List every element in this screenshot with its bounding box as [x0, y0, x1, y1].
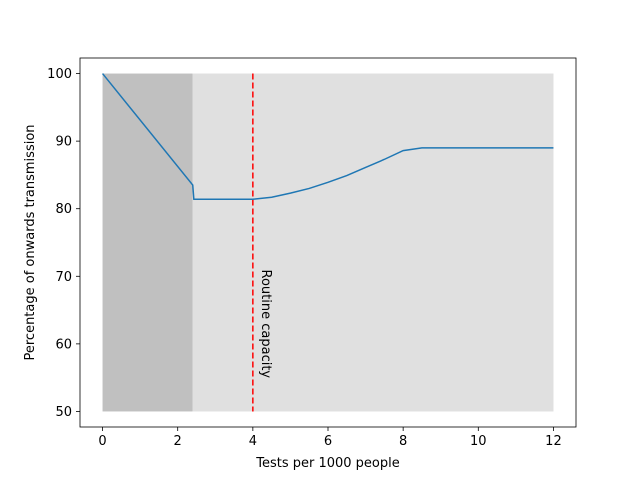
x-tick-label: 6	[324, 434, 332, 449]
y-tick-label: 90	[55, 135, 72, 150]
x-axis-label: Tests per 1000 people	[255, 456, 400, 471]
y-axis-label: Percentage of onwards transmission	[23, 124, 38, 360]
shaded-regions	[102, 73, 554, 412]
y-axis-ticks: 50 60 70 80 90 100	[47, 67, 80, 420]
light-shaded-region	[192, 73, 554, 412]
x-tick-label: 0	[98, 434, 106, 449]
x-tick-label: 2	[174, 434, 182, 449]
y-tick-label: 80	[55, 202, 72, 217]
x-axis-ticks: 0 2 4 6 8 10 12	[98, 427, 562, 449]
x-tick-label: 12	[545, 434, 562, 449]
dark-shaded-region	[102, 73, 193, 412]
x-tick-label: 10	[470, 434, 487, 449]
x-tick-label: 4	[249, 434, 257, 449]
y-tick-label: 100	[47, 67, 72, 82]
y-tick-label: 70	[55, 270, 72, 285]
x-tick-label: 8	[399, 434, 407, 449]
series-line	[101, 73, 554, 200]
routine-capacity-label: Routine capacity	[258, 270, 273, 379]
y-tick-label: 60	[55, 337, 72, 352]
y-tick-label: 50	[55, 405, 72, 420]
